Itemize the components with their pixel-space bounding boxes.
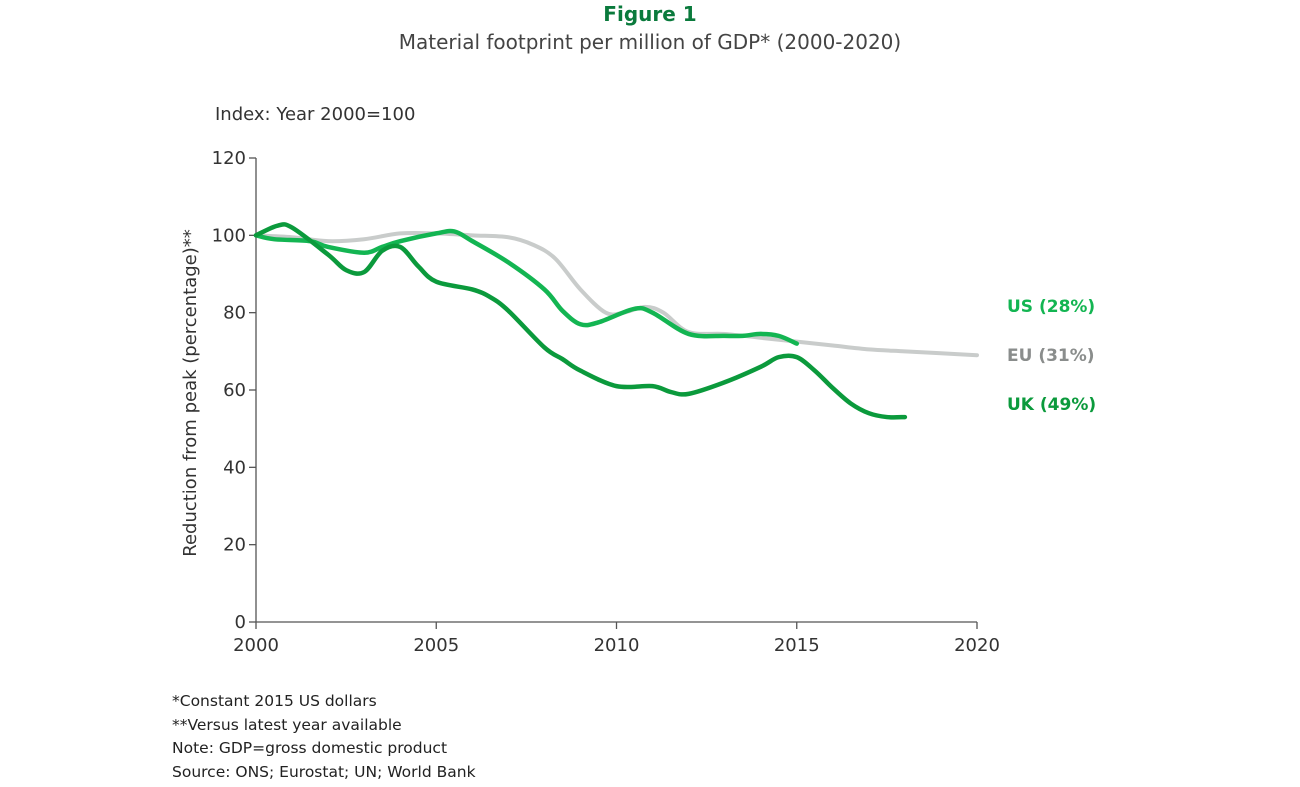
- y-tick-label: 100: [212, 225, 246, 246]
- y-tick-label: 120: [212, 148, 246, 169]
- series-line-us: [253, 228, 799, 346]
- footnote: *Constant 2015 US dollars: [172, 692, 377, 710]
- chart-subtitle: Material footprint per million of GDP* (…: [398, 30, 902, 54]
- x-tick-label: 2000: [233, 635, 279, 656]
- footnotes: *Constant 2015 US dollars **Versus lates…: [172, 690, 476, 784]
- y-tick-label: 80: [223, 303, 246, 324]
- y-tick-label: 60: [223, 380, 246, 401]
- series-label-us: US (28%): [1007, 297, 1095, 317]
- x-tick-label: 2010: [594, 635, 640, 656]
- index-note: Index: Year 2000=100: [215, 104, 416, 125]
- footnote: **Versus latest year available: [172, 715, 402, 734]
- y-tick-label: 20: [223, 535, 246, 556]
- figure-title: Figure 1: [603, 2, 697, 26]
- y-tick-label: 0: [235, 612, 246, 633]
- y-tick-label: 40: [223, 457, 246, 478]
- series-label-uk: UK (49%): [1007, 395, 1096, 415]
- footnote: Source: ONS; Eurostat; UN; World Bank: [172, 762, 476, 781]
- series-label-eu: EU (31%): [1007, 346, 1095, 366]
- series-line-uk: [253, 222, 908, 420]
- x-tick-label: 2015: [774, 635, 820, 656]
- footnote: Note: GDP=gross domestic product: [172, 739, 448, 757]
- x-tick-label: 2005: [413, 635, 459, 656]
- x-tick-label: 2020: [954, 635, 1000, 656]
- y-axis-label: Reduction from peak (percentage)**: [180, 229, 201, 557]
